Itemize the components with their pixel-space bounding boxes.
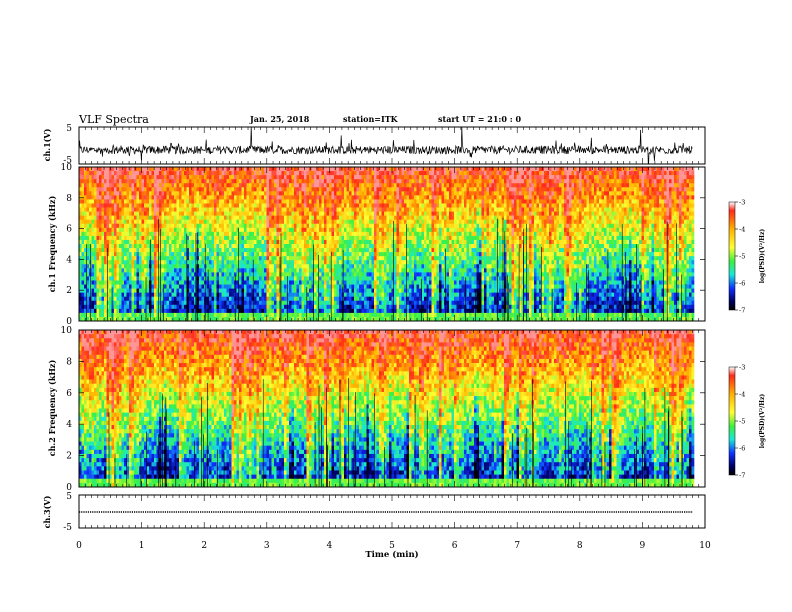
- ch3-ytick-5: 5: [66, 492, 72, 502]
- colorbar-tick-label: -4: [739, 391, 745, 399]
- colorbar-tick-label: -3: [739, 199, 745, 207]
- ch2-spectrogram-ylabel: ch.2 Frequency (kHz): [47, 360, 57, 457]
- colorbar-ch2: -3 -4 -5 -6 -7 log(PSD)(V²/Hz): [729, 364, 766, 480]
- y-tick-label: 6: [66, 225, 72, 235]
- ch3-waveform-ylabel: ch.3(V): [42, 495, 52, 528]
- y-tick-label: 2: [66, 286, 72, 296]
- colorbar-tick-label: -4: [739, 226, 745, 234]
- colorbar-ch2-bar: [729, 367, 735, 475]
- colorbar-ch2-label: log(PSD)(V²/Hz): [759, 394, 766, 449]
- ch2-spectrogram-image: [79, 330, 694, 487]
- ch1-ytick-5: 5: [66, 124, 72, 134]
- colorbar-tick-label: -5: [739, 418, 745, 426]
- x-axis: 0 1 2 3 4 5 6 7 8 9 10 Time (min): [76, 541, 711, 560]
- x-tick-label: 10: [699, 541, 711, 551]
- x-tick-label: 6: [452, 541, 458, 551]
- x-tick-label: 1: [139, 541, 145, 551]
- date-label: Jan. 25, 2018: [249, 114, 310, 124]
- colorbar-ch2-ticks: -3 -4 -5 -6 -7: [735, 364, 745, 480]
- y-tick-label: 10: [61, 326, 73, 336]
- colorbar-ch1-ticks: -3 -4 -5 -6 -7: [735, 199, 745, 315]
- colorbar-tick-label: -7: [739, 307, 745, 315]
- colorbar-tick-label: -6: [739, 280, 745, 288]
- colorbar-tick-label: -7: [739, 472, 745, 480]
- y-tick-label: 10: [61, 163, 73, 173]
- y-tick-label: 8: [66, 194, 72, 204]
- colorbar-tick-label: -3: [739, 364, 745, 372]
- x-tick-label: 9: [640, 541, 646, 551]
- header: VLF Spectra Jan. 25, 2018 station=ITK st…: [78, 113, 521, 126]
- x-tick-label: 2: [201, 541, 207, 551]
- station-label: station=ITK: [343, 114, 399, 124]
- y-tick-label: 4: [66, 420, 72, 430]
- y-tick-label: 2: [66, 452, 72, 462]
- colorbar-ch1-label: log(PSD)(V²/Hz): [759, 229, 766, 284]
- y-tick-label: 6: [66, 389, 72, 399]
- colorbar-ch1-bar: [729, 202, 735, 310]
- x-tick-label: 7: [514, 541, 520, 551]
- ch1-spectrogram-image: [79, 167, 694, 321]
- colorbar-tick-label: -6: [739, 445, 745, 453]
- y-tick-label: 4: [66, 255, 72, 265]
- start-time-label: start UT = 21:0 : 0: [438, 114, 521, 124]
- colorbar-tick-label: -5: [739, 253, 745, 261]
- ch1-waveform-ylabel: ch.1(V): [42, 128, 52, 161]
- x-tick-label: 3: [264, 541, 270, 551]
- ch1-spectrogram-ylabel: ch.1 Frequency (kHz): [47, 196, 57, 293]
- chart-title: VLF Spectra: [78, 113, 149, 126]
- x-tick-label: 8: [577, 541, 583, 551]
- x-tick-label: 4: [327, 541, 333, 551]
- y-tick-label: 8: [66, 357, 72, 367]
- x-tick-label: 0: [76, 541, 82, 551]
- colorbar-ch1: -3 -4 -5 -6 -7 log(PSD)(V²/Hz): [729, 199, 766, 315]
- ch3-ytick-neg5: -5: [63, 523, 72, 533]
- x-axis-label: Time (min): [365, 549, 418, 560]
